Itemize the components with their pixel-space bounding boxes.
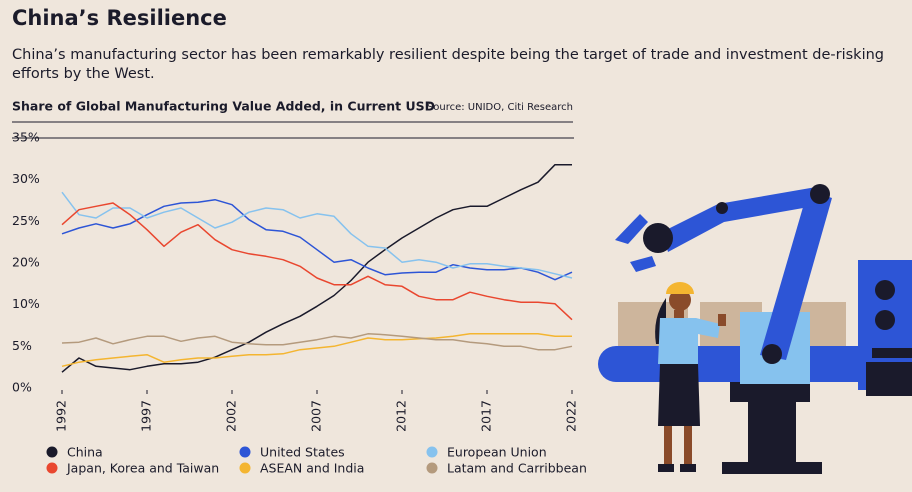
joint: [810, 184, 830, 204]
source: Source: UNIDO, Citi Research: [427, 102, 573, 113]
head: [669, 289, 691, 311]
legend-swatch: [426, 446, 438, 458]
claw: [630, 256, 656, 272]
x-tick-label: 2012: [394, 400, 409, 432]
arm: [662, 186, 826, 252]
joint: [643, 223, 673, 253]
panel: [872, 348, 912, 358]
chart-title: Share of Global Manufacturing Value Adde…: [12, 99, 435, 114]
y-tick-label: 25%: [12, 213, 40, 228]
x-tick-label: 2017: [479, 400, 494, 432]
series-line: [61, 202, 573, 321]
neck: [674, 310, 684, 318]
y-tick-label: 5%: [12, 338, 32, 353]
legend-swatch: [426, 462, 438, 474]
base: [730, 382, 810, 402]
x-tick-label: 1992: [54, 400, 69, 432]
y-tick-label: 20%: [12, 255, 40, 270]
dial: [875, 310, 895, 330]
legend-swatch: [46, 462, 58, 474]
legend-label: China: [67, 445, 103, 460]
panel: [866, 362, 912, 396]
legend-swatch: [46, 446, 58, 458]
joint: [762, 344, 782, 364]
legend-swatch: [239, 446, 251, 458]
arm: [760, 190, 832, 360]
x-tick-label: 2002: [224, 400, 239, 432]
subtitle-line: efforts by the West.: [12, 66, 155, 82]
x-tick-label: 2007: [309, 400, 324, 432]
series-line: [61, 333, 573, 351]
legend-label: Latam and Carribbean: [447, 461, 587, 476]
subtitle-line: China’s manufacturing sector has been re…: [12, 47, 884, 63]
legend-label: ASEAN and India: [260, 461, 364, 476]
y-tick-label: 10%: [12, 296, 40, 311]
shoe: [680, 464, 696, 472]
legend-swatch: [239, 462, 251, 474]
hand: [718, 314, 726, 326]
y-tick-label: 0%: [12, 380, 32, 395]
helmet: [666, 282, 694, 294]
skirt: [658, 364, 700, 426]
series-line: [61, 191, 573, 279]
series-line: [61, 163, 572, 373]
legend-label: Japan, Korea and Taiwan: [66, 461, 219, 476]
y-tick-label: 35%: [12, 130, 40, 145]
dial: [875, 280, 895, 300]
y-tick-label: 30%: [12, 171, 40, 186]
shoe: [658, 464, 674, 472]
claw: [615, 214, 648, 244]
illustration: [598, 184, 912, 474]
legend-label: United States: [260, 445, 345, 460]
base: [722, 462, 822, 474]
shirt: [658, 318, 720, 364]
series-line: [61, 333, 572, 368]
x-tick-label: 1997: [139, 400, 154, 432]
legend-label: European Union: [447, 445, 547, 460]
leg: [684, 426, 692, 466]
x-tick-label: 2022: [564, 400, 579, 432]
leg: [664, 426, 672, 466]
joint: [716, 202, 728, 214]
page-title: China’s Resilience: [12, 6, 227, 30]
base: [748, 402, 796, 472]
series-line: [61, 198, 573, 281]
